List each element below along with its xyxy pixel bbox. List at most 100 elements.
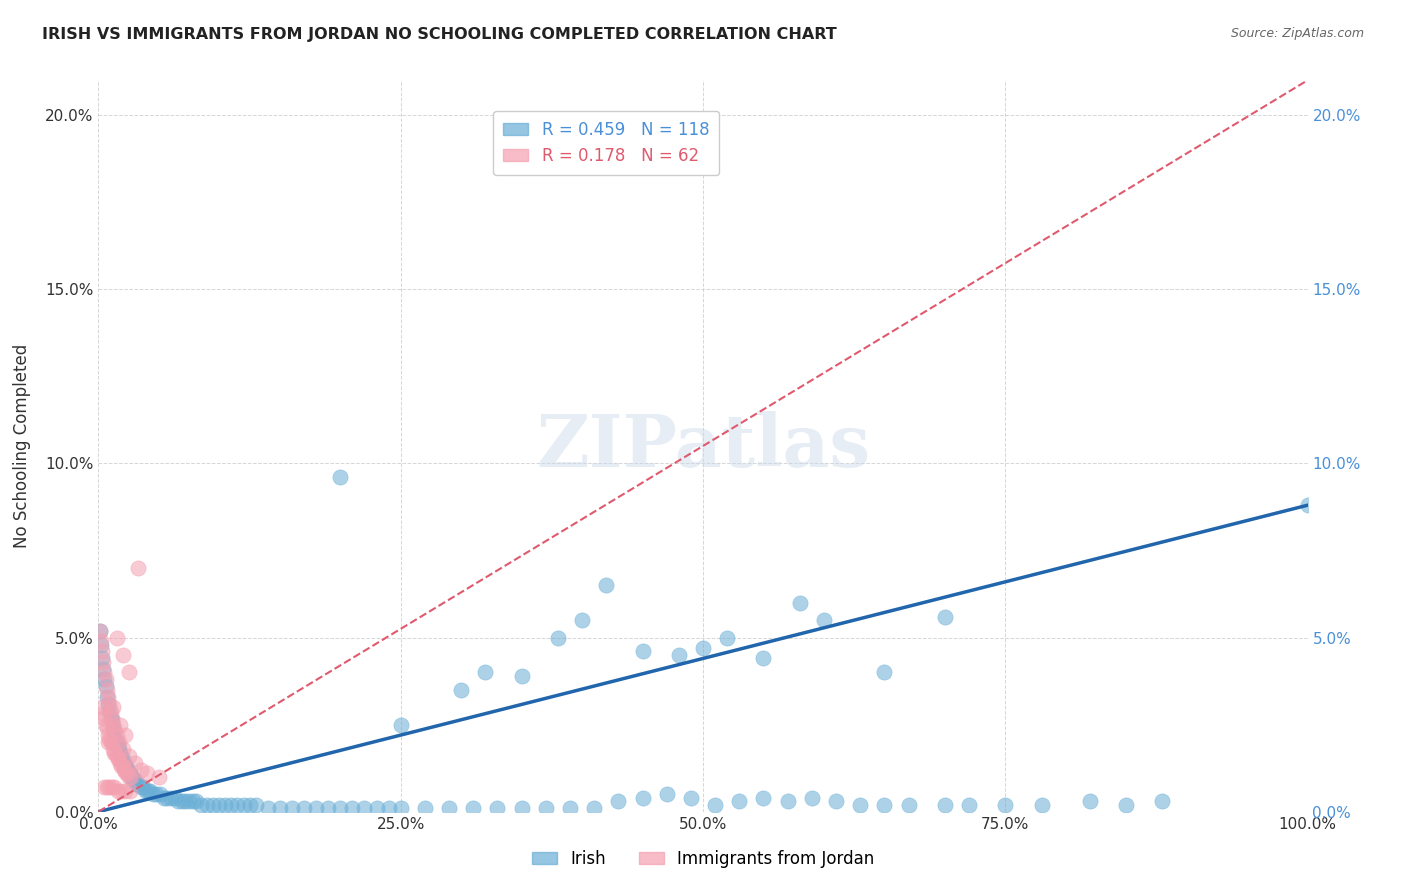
Point xyxy=(105,631,128,645)
Point xyxy=(103,724,125,739)
Point xyxy=(510,801,533,815)
Point xyxy=(91,655,114,669)
Point xyxy=(163,790,186,805)
Point xyxy=(129,780,152,795)
Point xyxy=(97,728,120,742)
Point xyxy=(800,790,823,805)
Point xyxy=(103,780,125,795)
Point xyxy=(101,717,124,731)
Point xyxy=(547,631,569,645)
Point xyxy=(107,752,129,766)
Point xyxy=(118,766,141,780)
Point xyxy=(510,669,533,683)
Point xyxy=(101,721,124,735)
Point xyxy=(849,797,872,812)
Point xyxy=(232,797,254,812)
Point xyxy=(96,690,118,704)
Point xyxy=(94,717,117,731)
Point xyxy=(281,801,304,815)
Point xyxy=(111,742,134,756)
Point xyxy=(112,756,135,770)
Point xyxy=(486,801,509,815)
Point xyxy=(111,752,134,766)
Point xyxy=(120,770,142,784)
Point xyxy=(97,735,120,749)
Point xyxy=(90,638,112,652)
Point xyxy=(789,596,811,610)
Point xyxy=(114,763,136,777)
Point xyxy=(208,797,231,812)
Point xyxy=(934,797,956,812)
Point xyxy=(121,770,143,784)
Point xyxy=(245,797,267,812)
Point xyxy=(957,797,980,812)
Point xyxy=(214,797,236,812)
Point xyxy=(112,763,135,777)
Point xyxy=(122,773,145,788)
Point xyxy=(142,787,165,801)
Point xyxy=(776,794,799,808)
Point xyxy=(167,794,190,808)
Point xyxy=(100,780,122,795)
Point xyxy=(120,770,142,784)
Point xyxy=(114,784,136,798)
Point xyxy=(117,766,139,780)
Point xyxy=(101,742,124,756)
Point xyxy=(115,759,138,773)
Point xyxy=(132,780,155,795)
Point xyxy=(136,784,159,798)
Point xyxy=(631,790,654,805)
Y-axis label: No Schooling Completed: No Schooling Completed xyxy=(13,344,31,548)
Point xyxy=(91,662,114,676)
Point xyxy=(825,794,848,808)
Point xyxy=(94,673,117,687)
Point xyxy=(118,770,141,784)
Point xyxy=(98,697,121,711)
Point xyxy=(704,797,727,812)
Point xyxy=(668,648,690,662)
Point xyxy=(934,609,956,624)
Text: IRISH VS IMMIGRANTS FROM JORDAN NO SCHOOLING COMPLETED CORRELATION CHART: IRISH VS IMMIGRANTS FROM JORDAN NO SCHOO… xyxy=(42,27,837,42)
Point xyxy=(329,801,352,815)
Point xyxy=(98,704,121,718)
Point xyxy=(135,766,157,780)
Point xyxy=(389,717,412,731)
Point xyxy=(93,673,115,687)
Text: ZIPatlas: ZIPatlas xyxy=(536,410,870,482)
Point xyxy=(316,801,339,815)
Point xyxy=(342,801,364,815)
Point xyxy=(716,631,738,645)
Point xyxy=(111,759,134,773)
Point xyxy=(96,780,118,795)
Point xyxy=(118,665,141,680)
Point xyxy=(111,648,134,662)
Point xyxy=(108,756,131,770)
Point xyxy=(174,794,197,808)
Point xyxy=(692,640,714,655)
Point xyxy=(115,766,138,780)
Point xyxy=(117,763,139,777)
Point xyxy=(100,735,122,749)
Point xyxy=(100,714,122,728)
Point xyxy=(96,721,118,735)
Point xyxy=(1115,797,1137,812)
Point xyxy=(104,731,127,746)
Point xyxy=(195,797,218,812)
Point xyxy=(558,801,581,815)
Point xyxy=(329,470,352,484)
Point xyxy=(160,790,183,805)
Point xyxy=(91,707,114,722)
Point xyxy=(450,682,472,697)
Point xyxy=(110,759,132,773)
Point xyxy=(118,784,141,798)
Point xyxy=(91,644,114,658)
Point xyxy=(149,787,172,801)
Point xyxy=(152,790,174,805)
Point xyxy=(91,651,114,665)
Point xyxy=(534,801,557,815)
Point xyxy=(127,777,149,791)
Point xyxy=(873,797,896,812)
Point xyxy=(89,624,111,638)
Point xyxy=(571,613,593,627)
Point xyxy=(655,787,678,801)
